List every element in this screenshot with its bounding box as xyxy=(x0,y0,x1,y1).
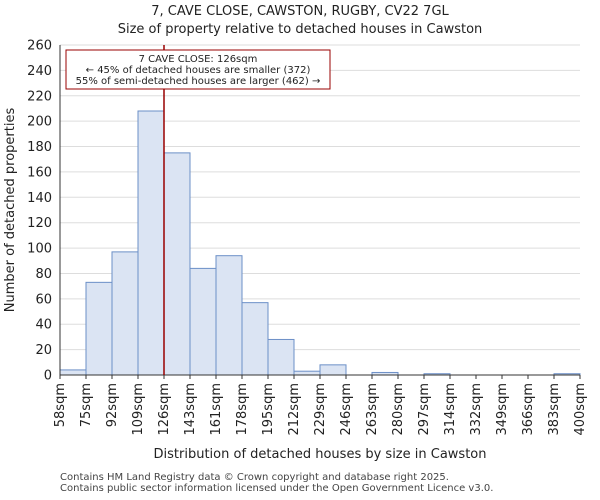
y-axis-label: Number of detached properties xyxy=(3,108,18,313)
x-tick-label: 58sqm xyxy=(53,383,68,427)
x-tick-label: 161sqm xyxy=(209,383,224,436)
annotation-line-1: 7 CAVE CLOSE: 126sqm xyxy=(139,54,258,65)
histogram-bar xyxy=(267,338,295,376)
x-tick-label: 314sqm xyxy=(443,383,458,436)
x-tick-label: 263sqm xyxy=(365,383,380,436)
x-tick-label: 280sqm xyxy=(391,383,406,436)
x-tick-label: 229sqm xyxy=(313,383,328,436)
x-tick-label: 212sqm xyxy=(287,383,302,436)
y-tick-label: 220 xyxy=(27,89,52,104)
x-tick-label: 75sqm xyxy=(79,383,94,427)
x-tick-label: 366sqm xyxy=(521,383,536,436)
x-tick-label: 349sqm xyxy=(495,383,510,436)
x-tick-label: 332sqm xyxy=(469,383,484,436)
histogram-bar xyxy=(163,152,191,376)
x-tick-label: 195sqm xyxy=(261,383,276,436)
y-tick-label: 240 xyxy=(27,64,52,79)
y-tick-label: 160 xyxy=(27,165,52,180)
y-tick-label: 60 xyxy=(35,292,52,307)
y-tick-label: 260 xyxy=(27,39,52,54)
footer-copyright: Contains HM Land Registry data © Crown c… xyxy=(60,472,449,483)
footer-licence: Contains public sector information licen… xyxy=(60,483,494,494)
histogram-bar xyxy=(319,364,347,376)
x-tick-label: 246sqm xyxy=(339,383,354,436)
y-tick-label: 180 xyxy=(27,140,52,155)
histogram-bar xyxy=(137,110,165,376)
histogram-bar xyxy=(215,255,243,376)
chart-title: 7, CAVE CLOSE, CAWSTON, RUGBY, CV22 7GL xyxy=(151,4,449,19)
x-tick-label: 109sqm xyxy=(131,383,146,436)
x-tick-label: 126sqm xyxy=(157,383,172,436)
x-axis-label: Distribution of detached houses by size … xyxy=(154,447,487,462)
x-tick-label: 92sqm xyxy=(105,383,120,427)
y-tick-label: 80 xyxy=(35,267,52,282)
y-tick-label: 40 xyxy=(35,318,52,333)
y-tick-label: 0 xyxy=(44,369,52,384)
annotation-line-2: ← 45% of detached houses are smaller (37… xyxy=(86,65,311,76)
histogram-bar xyxy=(59,369,87,376)
histogram-bar xyxy=(293,370,321,376)
y-tick-label: 20 xyxy=(35,343,52,358)
histogram-bar xyxy=(241,302,269,376)
annotation-line-3: 55% of semi-detached houses are larger (… xyxy=(76,76,321,87)
x-tick-label: 383sqm xyxy=(547,383,562,436)
annotation-box xyxy=(65,49,331,90)
y-tick-label: 140 xyxy=(27,191,52,206)
x-tick-label: 297sqm xyxy=(417,383,432,436)
histogram-bar xyxy=(189,267,217,376)
x-tick-label: 400sqm xyxy=(573,383,588,436)
chart-subtitle: Size of property relative to detached ho… xyxy=(117,22,483,37)
x-tick-label: 178sqm xyxy=(235,383,250,436)
x-tick-label: 143sqm xyxy=(183,383,198,436)
y-tick-label: 200 xyxy=(27,115,52,130)
y-tick-label: 120 xyxy=(27,216,52,231)
histogram-bar xyxy=(85,281,113,376)
y-tick-label: 100 xyxy=(27,242,52,257)
histogram-bar xyxy=(111,251,139,376)
